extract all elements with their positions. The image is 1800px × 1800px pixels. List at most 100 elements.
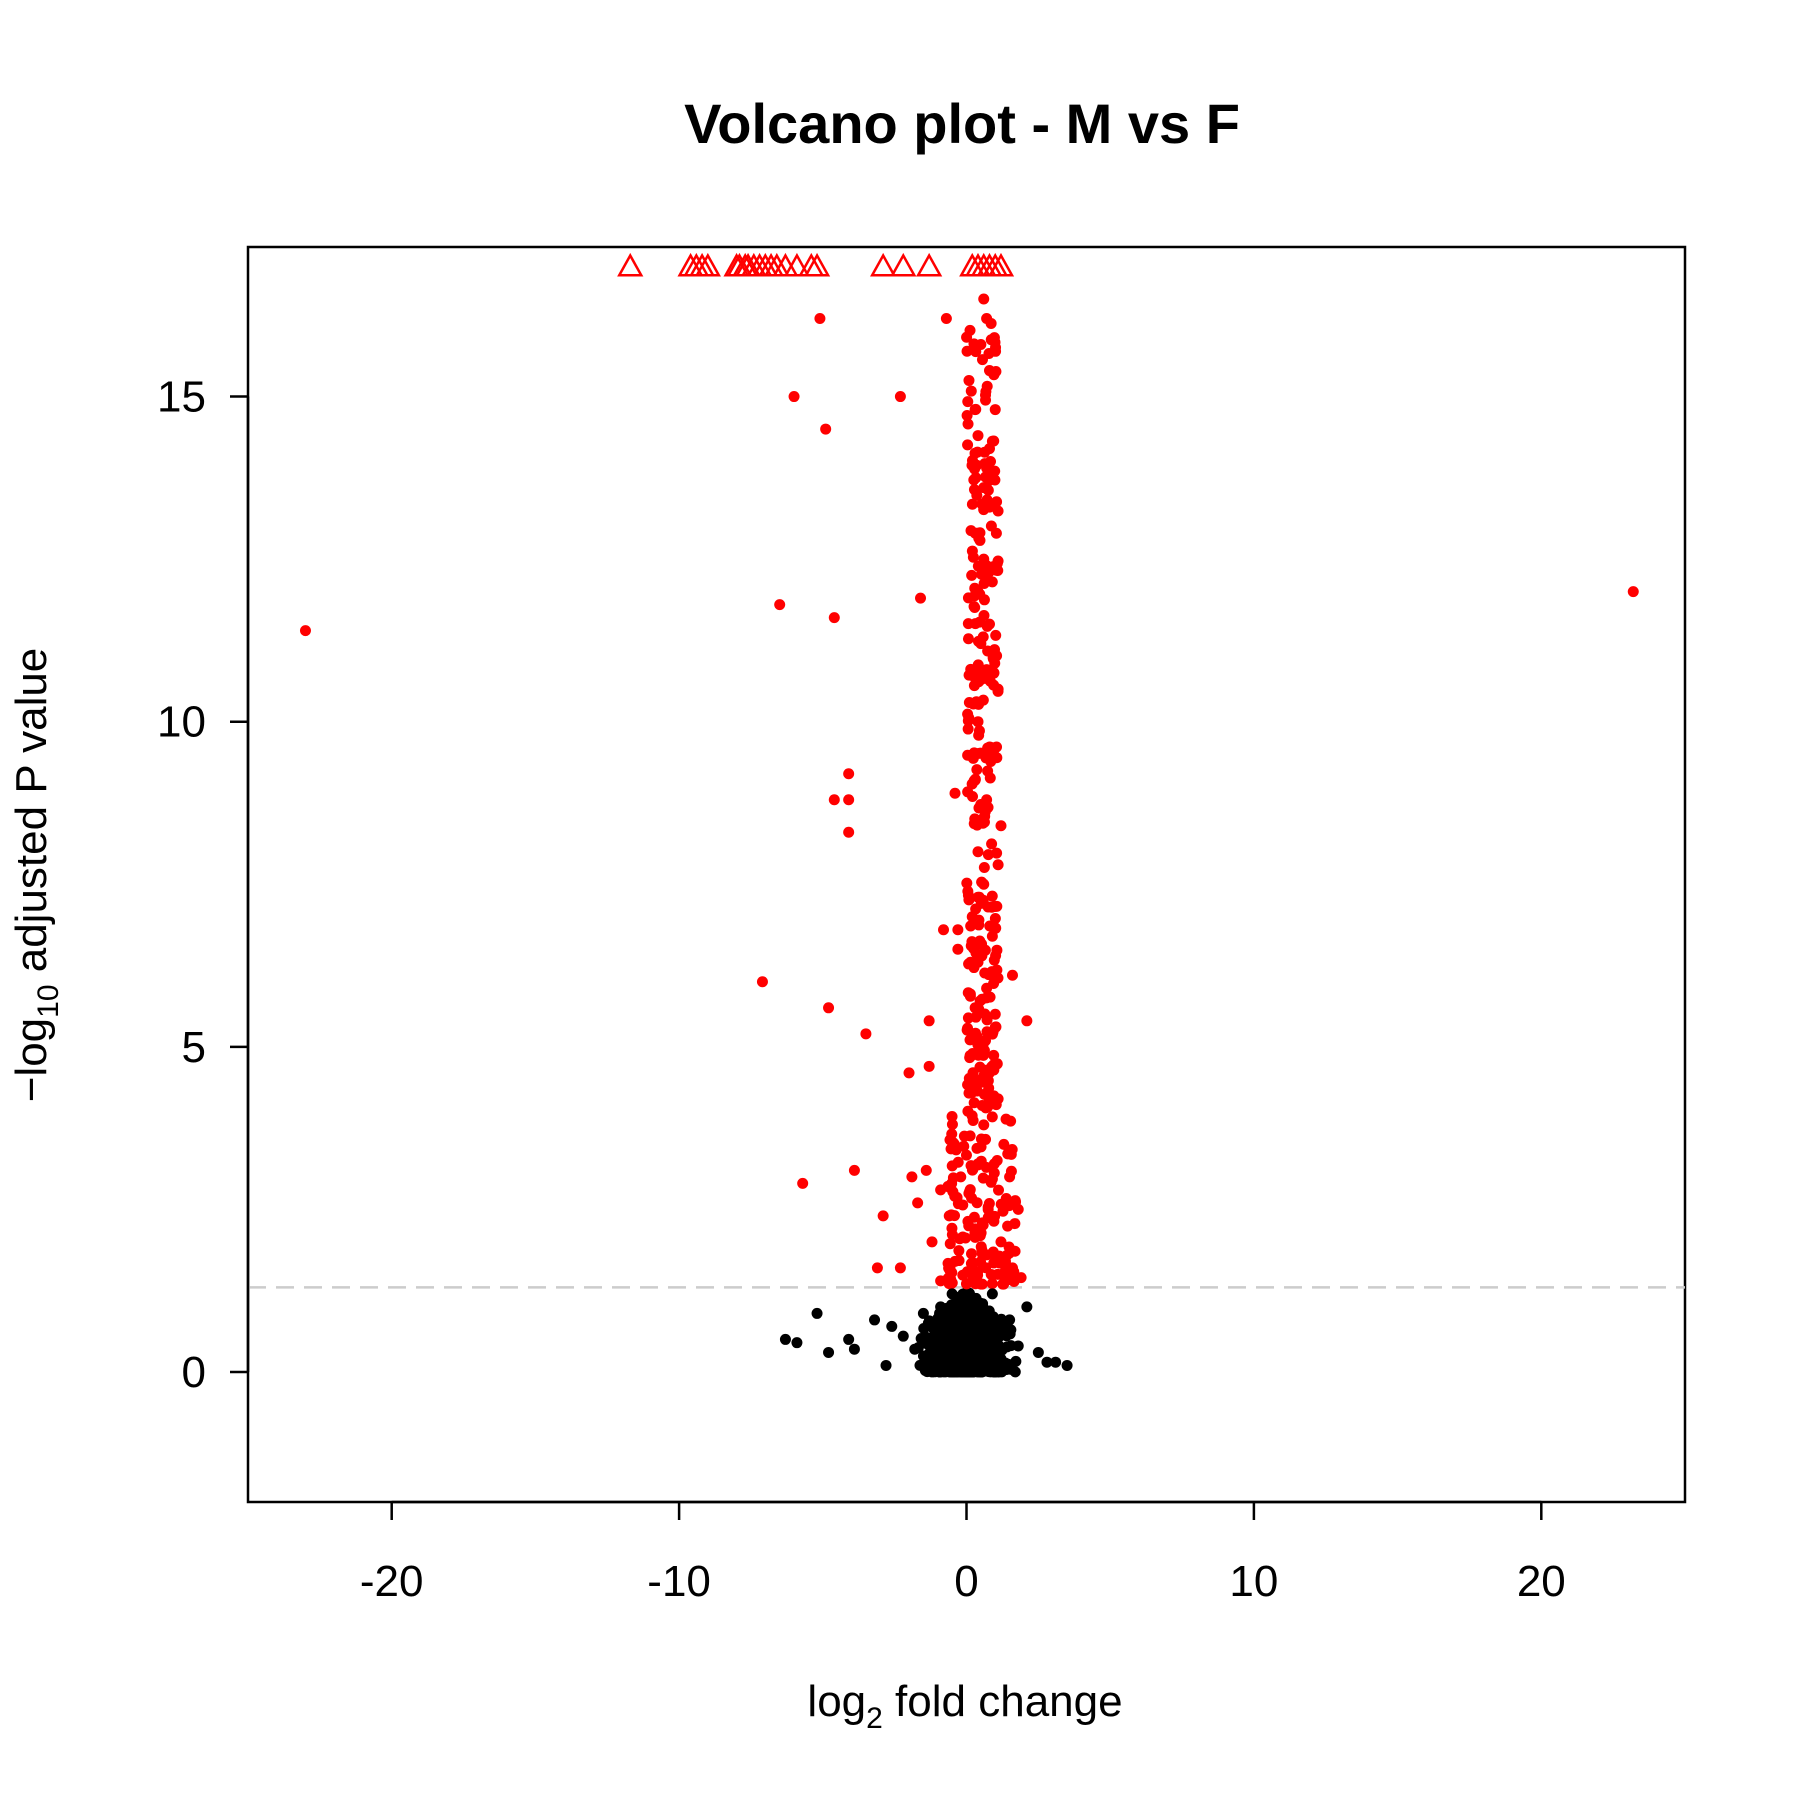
significant-point [912, 1197, 924, 1209]
nonsignificant-point [961, 1365, 973, 1377]
significant-point [962, 786, 974, 798]
y-tick-label: 0 [182, 1348, 206, 1397]
significant-point [1006, 969, 1018, 981]
nonsignificant-point [938, 1355, 950, 1367]
nonsignificant-point [949, 1307, 961, 1319]
significant-point [977, 694, 989, 706]
y-tick-label: 5 [182, 1023, 206, 1072]
significant-point [978, 293, 990, 305]
significant-point [964, 990, 976, 1002]
significant-point [788, 391, 800, 403]
significant-point [935, 1275, 947, 1287]
nonsignificant-point [986, 1288, 998, 1300]
significant-point [962, 418, 974, 430]
significant-point [920, 1164, 932, 1176]
significant-point [980, 752, 992, 764]
significant-point [999, 1255, 1011, 1267]
nonsignificant-point [929, 1327, 941, 1339]
significant-point [978, 878, 990, 890]
significant-point [983, 365, 995, 377]
nonsignificant-point [953, 1335, 965, 1347]
significant-point [990, 345, 1002, 357]
significant-point [961, 409, 973, 421]
significant-point [962, 633, 974, 645]
significant-point [981, 380, 993, 392]
significant-point [995, 1236, 1007, 1248]
nonsignificant-point [843, 1333, 855, 1345]
significant-point [995, 820, 1007, 832]
capped-point-triangle [870, 252, 897, 277]
significant-point [946, 1110, 958, 1122]
significant-point [1000, 1193, 1012, 1205]
nonsignificant-point [969, 1346, 981, 1358]
significant-point [992, 683, 1004, 695]
significant-point [968, 1097, 980, 1109]
significant-point [756, 976, 768, 988]
nonsignificant-point [1032, 1346, 1044, 1358]
x-tick-label: -10 [647, 1557, 711, 1606]
significant-point [962, 889, 974, 901]
significant-point [986, 742, 998, 754]
nonsignificant-point [869, 1314, 881, 1326]
significant-point [1004, 1171, 1016, 1183]
nonsignificant-point [886, 1320, 898, 1332]
significant-point [982, 765, 994, 777]
significant-point [906, 1171, 918, 1183]
significant-point [968, 818, 980, 830]
significant-point [975, 1047, 987, 1059]
significant-point [981, 664, 993, 676]
significant-point [985, 520, 997, 532]
nonsignificant-point [897, 1330, 909, 1342]
significant-point [961, 1024, 973, 1036]
significant-point [958, 1130, 970, 1142]
significant-point [981, 462, 993, 474]
significant-point [971, 764, 983, 776]
significant-point [983, 1067, 995, 1079]
significant-point [938, 924, 950, 936]
chart-title: Volcano plot - M vs F [684, 92, 1240, 155]
significant-point [971, 1142, 983, 1154]
significant-point [965, 940, 977, 952]
significant-point [986, 1111, 998, 1123]
significant-point [976, 354, 988, 366]
significant-point [952, 924, 964, 936]
significant-point [972, 716, 984, 728]
significant-point [988, 1049, 1000, 1061]
significant-point [993, 1184, 1005, 1196]
nonsignificant-point [927, 1339, 939, 1351]
significant-point [966, 1248, 978, 1260]
nonsignificant-point [963, 1294, 975, 1306]
significant-point [968, 747, 980, 759]
significant-point [969, 404, 981, 416]
significant-point [991, 1058, 1003, 1070]
significant-point [848, 1164, 860, 1176]
significant-point [979, 672, 991, 684]
significant-point [969, 601, 981, 613]
significant-point [877, 1210, 889, 1222]
significant-point [1021, 1015, 1033, 1027]
nonsignificant-point [959, 1305, 971, 1317]
significant-point [814, 313, 826, 325]
significant-point [962, 1012, 974, 1024]
x-tick-label: 20 [1517, 1557, 1566, 1606]
significant-point [991, 650, 1003, 662]
significant-point [978, 553, 990, 565]
significant-point [980, 1262, 992, 1274]
nonsignificant-point [952, 1356, 964, 1368]
significant-point [989, 912, 1001, 924]
nonsignificant-point [990, 1329, 1002, 1341]
significant-point [981, 1014, 993, 1026]
significant-point [972, 846, 984, 858]
nonsignificant-point [823, 1346, 835, 1358]
significant-point [978, 482, 990, 494]
significant-point [982, 645, 994, 657]
nonsignificant-point [811, 1307, 823, 1319]
significant-point [978, 1119, 990, 1131]
significant-point [980, 471, 992, 483]
significant-point [972, 1158, 984, 1170]
significant-point [966, 1110, 978, 1122]
significant-point [828, 612, 840, 624]
significant-point [960, 1149, 972, 1161]
significant-point [988, 1167, 1000, 1179]
capped-point-triangle [890, 252, 917, 277]
